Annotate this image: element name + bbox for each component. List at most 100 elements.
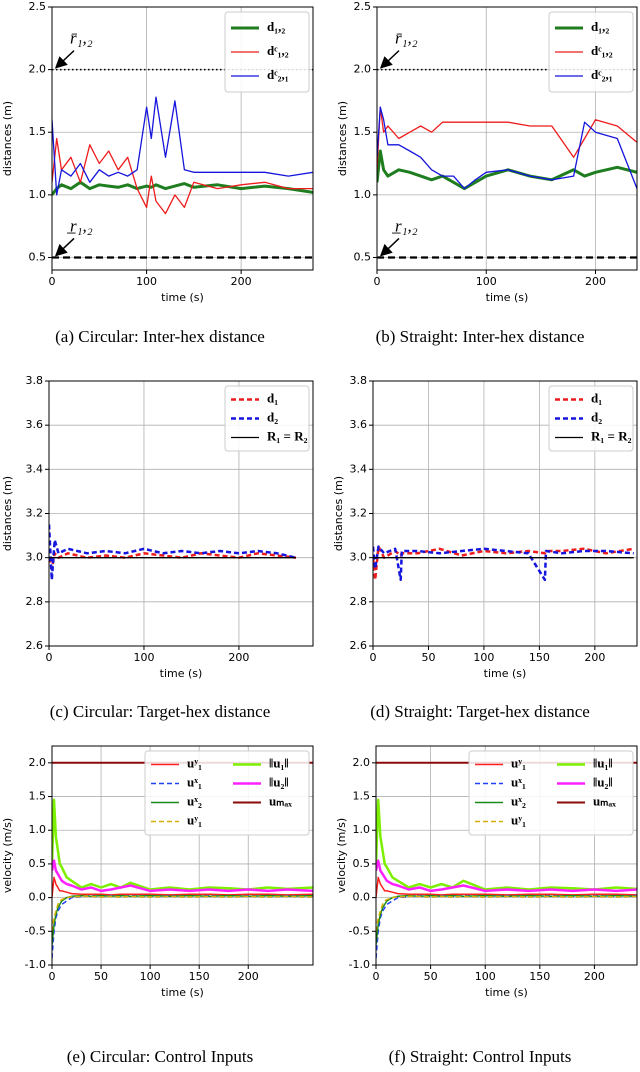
plot-frame: [372, 380, 638, 647]
legend-label: uʸ₁: [187, 755, 202, 770]
y-tick-label: 2.5: [354, 0, 372, 13]
x-tick-label: 150: [529, 651, 550, 664]
x-tick-label: 0: [373, 970, 380, 983]
legend-label: uʸ₁: [187, 812, 202, 827]
y-axis-label: velocity (m/s): [335, 818, 348, 893]
y-tick-label: 3.8: [350, 374, 368, 387]
x-tick-label: 100: [140, 970, 161, 983]
legend-label: ‖u₂‖: [269, 774, 289, 789]
legend-box: [548, 11, 634, 93]
legend-label: R₁ = R₂: [267, 428, 308, 443]
panel: 0 100 200 2.6 2.8 3.0 3.2 3.4 3.6 3.8 d₁ d₂ R₁ = R₂ t…: [1, 374, 314, 721]
legend-label: ‖u₁‖: [269, 755, 289, 770]
legend-label: dᶜ₂,₁: [591, 67, 613, 82]
reference-arrow: [379, 237, 400, 257]
legend-label: uₘₐₓ: [593, 793, 616, 808]
y-tick-label: 2.5: [29, 0, 47, 13]
y-tick-label: 2.8: [350, 595, 368, 608]
y-tick-label: 0.5: [354, 250, 372, 263]
panel: 0 50 100 150 200 -1.0 -0.5 0.0 0.5 1.0 1.5 2.0 uʸ₁ uˣ…: [335, 745, 638, 1066]
legend-label: d₂: [267, 409, 278, 424]
y-tick-label: 2.8: [26, 595, 44, 608]
reference-label: r̲₁,₂: [67, 216, 93, 235]
series-line: [52, 96, 313, 196]
plot-lines: [52, 96, 313, 215]
y-tick-label: 0.0: [29, 891, 47, 904]
legend-label: uʸ₁: [511, 812, 526, 827]
x-tick-label: 100: [476, 275, 497, 288]
y-tick-label: 2.0: [29, 63, 47, 76]
x-tick-label: 50: [421, 651, 435, 664]
legend-label: uˣ₁: [511, 774, 526, 789]
series-line: [52, 137, 313, 215]
y-tick-label: 2.6: [350, 639, 368, 652]
y-axis-label: distances (m): [1, 101, 14, 176]
legend-label: d₁,₂: [267, 19, 285, 34]
legend-label: uˣ₁: [187, 774, 202, 789]
x-axis-label: time (s): [161, 291, 204, 304]
series-line: [52, 895, 313, 932]
y-tick-label: 0.5: [29, 250, 47, 263]
y-tick-label: 1.5: [354, 125, 372, 138]
series-line: [52, 894, 313, 945]
series-line: [376, 859, 637, 893]
x-tick-label: 0: [49, 275, 56, 288]
y-tick-label: 1.5: [29, 790, 47, 803]
series-line: [376, 894, 637, 945]
y-tick-label: 1.0: [354, 188, 372, 201]
caption: (f) Straight: Control Inputs: [389, 1047, 572, 1066]
legend-label: uˣ₂: [187, 793, 202, 808]
legend-label: dᶜ₂,₁: [267, 67, 289, 82]
x-tick-label: 0: [46, 651, 53, 664]
legend-label: d₂: [591, 409, 602, 424]
x-tick-label: 200: [585, 275, 606, 288]
x-tick-label: 150: [529, 970, 550, 983]
y-tick-label: -1.0: [25, 958, 46, 971]
y-tick-label: 3.6: [350, 418, 368, 431]
series-line: [52, 180, 313, 196]
y-tick-label: 2.0: [354, 63, 372, 76]
series-line: [377, 106, 637, 190]
plot-frame: [375, 745, 638, 966]
reference-arrow: [54, 237, 75, 257]
y-tick-label: 3.2: [26, 507, 44, 520]
series-line: [376, 876, 637, 898]
plot-frame: [51, 6, 314, 271]
legend-label: dᶜ₁,₂: [267, 43, 289, 58]
y-tick-label: 1.5: [29, 125, 47, 138]
x-axis-label: time (s): [485, 986, 528, 999]
x-tick-label: 200: [238, 970, 259, 983]
legend-label: d₁: [591, 390, 602, 405]
plot-frame: [51, 745, 314, 966]
x-axis-label: time (s): [160, 667, 203, 680]
y-tick-label: 0.0: [353, 891, 371, 904]
reference-arrow: [379, 50, 400, 69]
plot-frame: [376, 6, 638, 271]
y-axis-label: distances (m): [336, 101, 349, 176]
x-axis-label: time (s): [484, 667, 527, 680]
plot-lines: [373, 545, 634, 582]
x-tick-label: 100: [133, 651, 154, 664]
x-tick-label: 200: [584, 651, 605, 664]
x-tick-label: 100: [475, 970, 496, 983]
y-axis-label: distances (m): [332, 476, 345, 551]
legend-label: uₘₐₓ: [269, 793, 292, 808]
reference-label: r̄₁,₂: [395, 29, 418, 48]
reference-label: r̲₁,₂: [392, 216, 418, 235]
x-tick-label: 150: [189, 970, 210, 983]
series-line: [49, 552, 297, 570]
legend-label: d₁,₂: [591, 19, 609, 34]
y-axis-label: velocity (m/s): [1, 818, 14, 893]
panel: 0 50 100 150 200 2.6 2.8 3.0 3.2 3.4 3.6 3.8 d₁ d₂ R₁ …: [332, 374, 638, 721]
x-tick-label: 0: [370, 651, 377, 664]
x-tick-label: 200: [584, 970, 605, 983]
y-tick-label: 3.2: [350, 507, 368, 520]
x-axis-label: time (s): [486, 291, 529, 304]
series-line: [376, 894, 637, 959]
panel: 0 100 200 0.5 1.0 1.5 2.0 2.5 r̄₁,₂ r̲₁,₂ d₁,₂ dᶜ₁,…: [1, 0, 314, 346]
x-tick-label: 100: [473, 651, 494, 664]
y-tick-label: 3.4: [350, 462, 368, 475]
series-line: [376, 895, 637, 932]
legend-box: [468, 750, 634, 836]
